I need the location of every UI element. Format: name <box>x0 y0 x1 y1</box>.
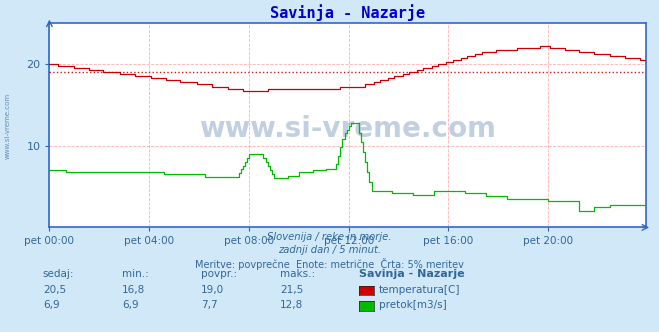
Text: 6,9: 6,9 <box>122 300 138 310</box>
Text: sedaj:: sedaj: <box>43 269 74 279</box>
Text: 20,5: 20,5 <box>43 285 66 295</box>
Text: 12,8: 12,8 <box>280 300 303 310</box>
Text: temperatura[C]: temperatura[C] <box>379 285 461 295</box>
Text: 7,7: 7,7 <box>201 300 217 310</box>
Text: pretok[m3/s]: pretok[m3/s] <box>379 300 447 310</box>
Text: 21,5: 21,5 <box>280 285 303 295</box>
Title: Savinja - Nazarje: Savinja - Nazarje <box>270 4 425 21</box>
Text: www.si-vreme.com: www.si-vreme.com <box>5 93 11 159</box>
Text: min.:: min.: <box>122 269 149 279</box>
Text: Savinja - Nazarje: Savinja - Nazarje <box>359 269 465 279</box>
Text: zadnji dan / 5 minut.: zadnji dan / 5 minut. <box>278 245 381 255</box>
Text: maks.:: maks.: <box>280 269 315 279</box>
Text: 16,8: 16,8 <box>122 285 145 295</box>
Text: www.si-vreme.com: www.si-vreme.com <box>199 116 496 143</box>
Text: 19,0: 19,0 <box>201 285 224 295</box>
Text: Meritve: povprečne  Enote: metrične  Črta: 5% meritev: Meritve: povprečne Enote: metrične Črta:… <box>195 258 464 270</box>
Text: 6,9: 6,9 <box>43 300 59 310</box>
Text: povpr.:: povpr.: <box>201 269 237 279</box>
Text: Slovenija / reke in morje.: Slovenija / reke in morje. <box>268 232 391 242</box>
